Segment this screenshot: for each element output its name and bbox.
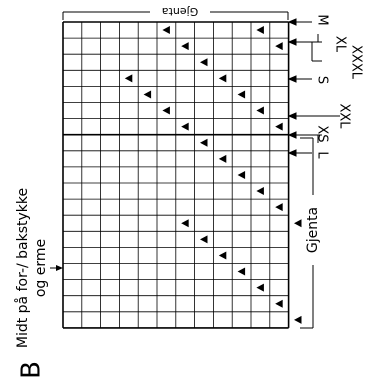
size-labels: M XL XXXL S XXL XS L	[315, 14, 364, 159]
size-label-l: L	[315, 151, 330, 159]
triangle-marker	[124, 74, 133, 83]
triangle-marker	[294, 219, 302, 228]
triangle-marker	[218, 154, 227, 163]
triangle-marker	[256, 187, 264, 196]
size-label-xs: XS	[315, 125, 330, 142]
triangle-marker	[181, 42, 189, 51]
triangle-marker	[237, 170, 246, 179]
repeat-label: Gjenta	[305, 207, 321, 253]
triangle-marker	[181, 219, 189, 228]
grid-lines	[62, 21, 290, 329]
triangle-marker	[218, 74, 227, 83]
size-label-xl: XL	[333, 36, 348, 53]
top-repeat-bracket: Gjenta	[62, 4, 289, 20]
triangle-marker	[200, 138, 208, 147]
size-arrows	[287, 18, 340, 157]
triangle-marker	[256, 283, 264, 292]
center-label-line1: Midt på for-/ bakstykke	[14, 188, 31, 348]
triangle-marker	[218, 251, 227, 260]
triangle-marker	[181, 122, 189, 131]
triangle-marker	[275, 299, 283, 308]
triangle-marker	[256, 26, 264, 35]
triangle-marker	[237, 90, 246, 99]
triangle-marker	[275, 42, 283, 51]
right-repeat-bracket: Gjenta	[300, 137, 321, 329]
center-marker: Midt på for-/ bakstykke og erme	[14, 188, 63, 348]
triangle-marker	[294, 315, 302, 324]
triangle-marker	[200, 235, 208, 244]
size-label-xxl: XXL	[337, 103, 352, 129]
triangle-marker	[237, 267, 246, 276]
triangle-marker	[275, 122, 283, 131]
triangle-marker	[275, 203, 283, 212]
triangle-marker	[143, 90, 152, 99]
panel-letter: B	[17, 361, 47, 379]
triangle-marker	[256, 106, 264, 115]
triangle-marker	[162, 26, 170, 35]
top-repeat-label: Gjenta	[162, 5, 198, 18]
size-label-xxxl: XXXL	[349, 45, 364, 80]
center-label-line2: og erme	[33, 239, 49, 297]
triangle-marker	[162, 106, 170, 115]
triangle-marker	[200, 58, 208, 67]
size-label-m: M	[315, 14, 330, 25]
triangle-markers	[124, 26, 321, 324]
size-label-s: S	[315, 76, 330, 84]
